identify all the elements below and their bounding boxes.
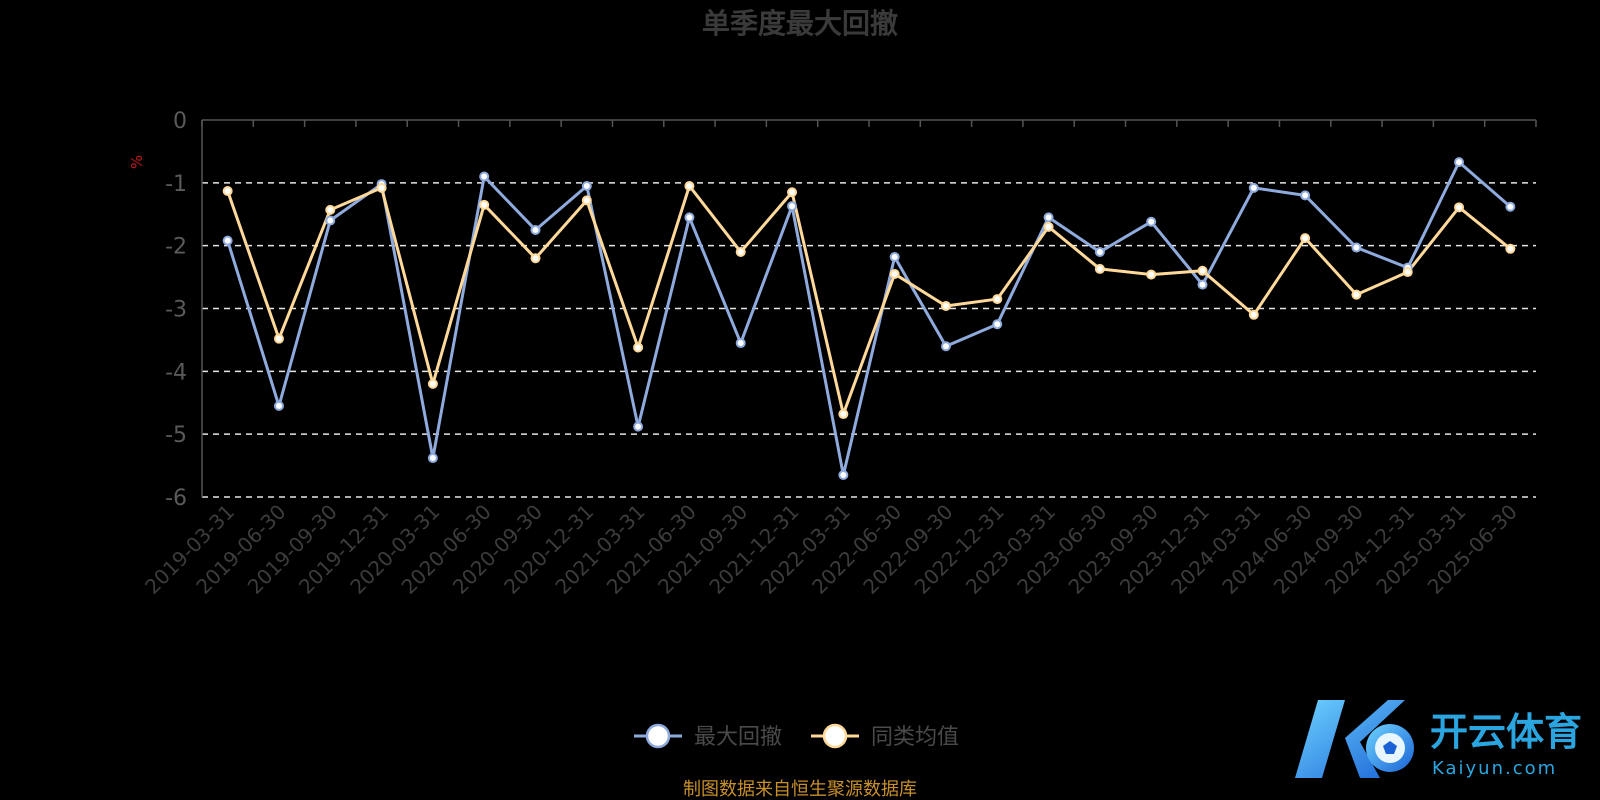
watermark-brand: 开云体育 (1430, 710, 1582, 754)
series-point-0 (1043, 212, 1054, 223)
y-tick-label: -5 (165, 423, 187, 448)
series-point-1 (633, 342, 644, 353)
data-source-note: 制图数据来自恒生聚源数据库 (683, 779, 917, 800)
series-point-0 (581, 180, 592, 191)
series-point-1 (1094, 263, 1105, 274)
series-point-0 (787, 201, 798, 212)
series-point-1 (376, 182, 387, 193)
legend[interactable]: 最大回撤 同类均值 (634, 723, 959, 750)
legend-marker-peer-average (822, 723, 848, 749)
series-point-0 (992, 319, 1003, 330)
series-point-1 (735, 246, 746, 257)
series-point-1 (273, 333, 284, 344)
logo-k-icon (1295, 700, 1405, 778)
series-point-1 (1043, 221, 1054, 232)
series-point-0 (1248, 182, 1259, 193)
series-point-0 (940, 341, 951, 352)
series-point-0 (1300, 190, 1311, 201)
chart-title: 单季度最大回撤 (702, 7, 898, 40)
series-point-0 (735, 338, 746, 349)
series-point-1 (1454, 202, 1465, 213)
series-point-1 (889, 268, 900, 279)
series-point-1 (1351, 289, 1362, 300)
series-point-1 (222, 186, 233, 197)
series-line-1 (226, 184, 1512, 416)
y-tick-label: -2 (165, 235, 187, 260)
soccer-ball-patch (1383, 741, 1397, 754)
legend-label-peer-average: 同类均值 (871, 725, 959, 750)
legend-item-peer-average[interactable]: 同类均值 (811, 723, 959, 750)
series-point-1 (479, 199, 490, 210)
watermark-site: Kaiyun.com (1432, 758, 1557, 779)
y-tick-label: -3 (165, 298, 187, 323)
series-point-0 (222, 235, 233, 246)
series-point-0 (1454, 157, 1465, 168)
y-axis-unit: % (128, 155, 146, 169)
series-point-0 (1146, 216, 1157, 227)
series-point-0 (1351, 242, 1362, 253)
series-point-0 (530, 224, 541, 235)
series-point-1 (1248, 309, 1259, 320)
series-layer (222, 157, 1516, 481)
series-point-1 (787, 187, 798, 198)
watermark-logo: 开云体育 Kaiyun.com (1295, 700, 1582, 779)
y-tick-label: -4 (165, 360, 187, 385)
series-point-1 (838, 409, 849, 420)
series-point-0 (1505, 201, 1516, 212)
y-tick-label: -1 (165, 172, 187, 197)
series-point-0 (427, 453, 438, 464)
series-point-1 (427, 378, 438, 389)
series-point-1 (1505, 243, 1516, 254)
series-point-1 (940, 300, 951, 311)
series-point-1 (992, 294, 1003, 305)
y-tick-label: -6 (165, 486, 187, 511)
series-point-0 (325, 215, 336, 226)
series-point-0 (838, 470, 849, 481)
series-line-0 (226, 160, 1512, 477)
series-point-1 (325, 204, 336, 215)
legend-marker-max-drawdown (645, 723, 671, 749)
series-point-1 (684, 180, 695, 191)
series-point-0 (479, 171, 490, 182)
series-point-0 (889, 251, 900, 262)
series-point-1 (1146, 269, 1157, 280)
series-point-0 (1094, 246, 1105, 257)
series-point-1 (1300, 233, 1311, 244)
legend-item-max-drawdown[interactable]: 最大回撤 (634, 723, 782, 750)
series-point-0 (1197, 279, 1208, 290)
series-point-0 (633, 421, 644, 432)
series-point-1 (581, 195, 592, 206)
series-point-1 (1402, 267, 1413, 278)
legend-label-max-drawdown: 最大回撤 (694, 725, 782, 750)
series-point-0 (273, 400, 284, 411)
series-point-1 (1197, 265, 1208, 276)
series-point-1 (530, 253, 541, 264)
series-point-0 (684, 212, 695, 223)
y-tick-label: 0 (173, 109, 187, 134)
